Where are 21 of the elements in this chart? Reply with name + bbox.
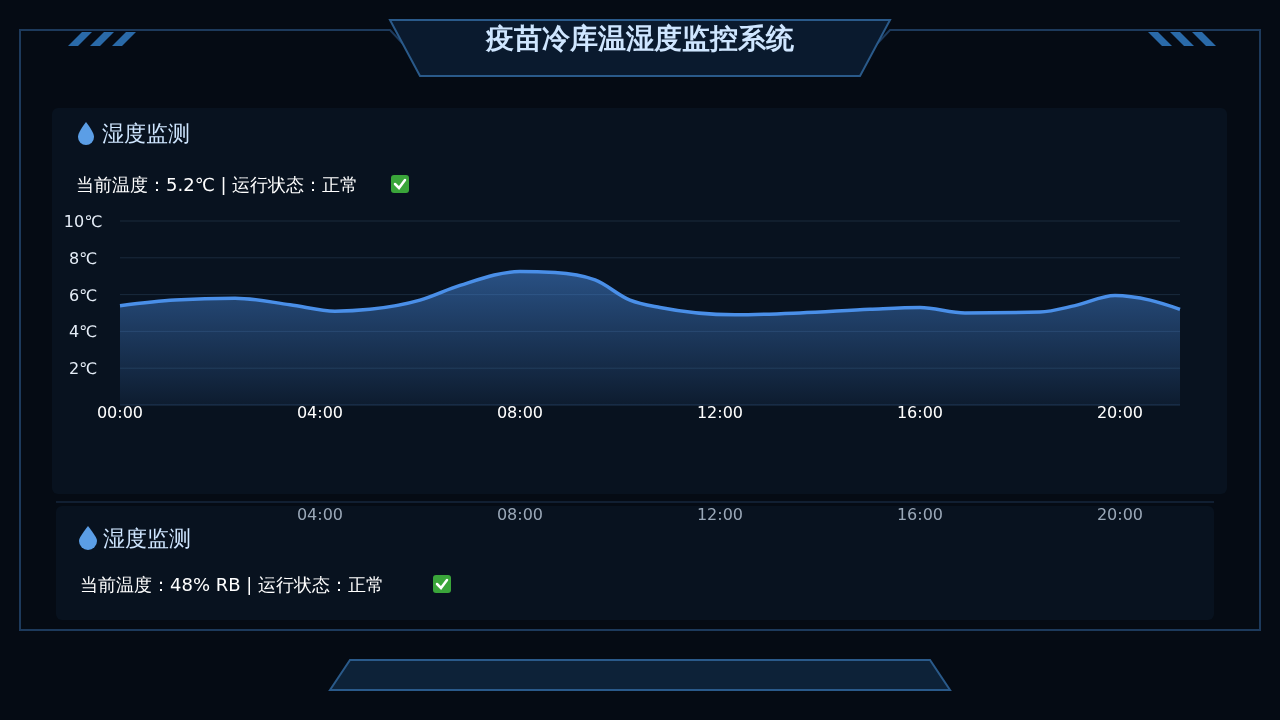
x-tick-label: 00:00 [96, 403, 144, 422]
y-tick-label: 8℃ [68, 248, 98, 268]
y-tick-label: 2℃ [68, 359, 98, 379]
x-tick-label: 08:00 [496, 403, 544, 422]
x2-tick-label: 16:00 [896, 505, 944, 524]
x-tick-label: 04:00 [296, 403, 344, 422]
text: 当前温度：5.2℃ | 运行状态：正常 [76, 174, 359, 195]
x-tick-label: 16:00 [896, 403, 944, 422]
x-tick-label: 12:00 [696, 403, 744, 422]
y-tick-label: 10℃ [63, 212, 103, 231]
x2-tick-label: 20:00 [1096, 505, 1144, 524]
x2-tick-label: 04:00 [296, 505, 344, 524]
y-tick-label: 4℃ [68, 322, 98, 342]
chart-title: 疫苗冷库温湿度监控系统 [485, 22, 795, 55]
x2-tick-label: 12:00 [696, 505, 744, 524]
y-tick-label: 6℃ [68, 285, 98, 305]
text: 当前温度：48% RB | 运行状态：正常 [80, 574, 385, 595]
chart-subtitle: 湿度监测 [102, 121, 190, 146]
text: 湿度监测 [103, 526, 191, 551]
x2-tick-label: 08:00 [496, 505, 544, 524]
x-tick-label: 20:00 [1096, 403, 1144, 422]
